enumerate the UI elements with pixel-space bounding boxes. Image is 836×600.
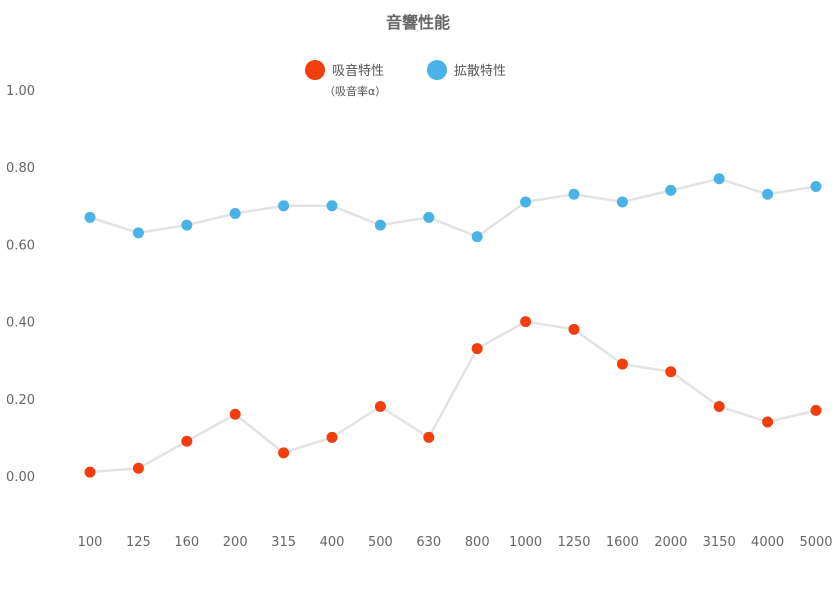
y-tick-label: 0.00 [6, 470, 35, 485]
data-point-diffusion[interactable] [568, 188, 580, 200]
data-point-absorption[interactable] [520, 316, 532, 328]
chart-title: 音響性能 [386, 13, 450, 32]
x-tick-label: 2000 [654, 535, 687, 550]
data-point-absorption[interactable] [810, 404, 822, 416]
data-point-diffusion[interactable] [471, 231, 483, 243]
x-tick-label: 1000 [509, 535, 542, 550]
x-tick-label: 3150 [703, 535, 736, 550]
x-tick-label: 200 [223, 535, 248, 550]
data-point-diffusion[interactable] [423, 211, 435, 223]
data-point-diffusion[interactable] [326, 200, 338, 212]
legend-sublabel-absorption: （吸音率α） [324, 84, 386, 98]
data-point-diffusion[interactable] [616, 196, 628, 208]
y-tick-label: 0.80 [6, 161, 35, 176]
data-point-absorption[interactable] [762, 416, 774, 428]
y-tick-label: 1.00 [6, 84, 35, 99]
data-point-diffusion[interactable] [278, 200, 290, 212]
data-point-absorption[interactable] [471, 343, 483, 355]
data-point-absorption[interactable] [278, 447, 290, 459]
plot-area [84, 173, 822, 478]
y-tick-label: 0.40 [6, 316, 35, 331]
x-tick-label: 500 [368, 535, 393, 550]
x-tick-label: 160 [174, 535, 199, 550]
data-point-diffusion[interactable] [713, 173, 725, 185]
data-point-absorption[interactable] [181, 435, 193, 447]
y-tick-label: 0.20 [6, 393, 35, 408]
x-tick-label: 315 [271, 535, 296, 550]
series-line-diffusion [89, 177, 817, 239]
legend-marker-absorption[interactable] [305, 60, 325, 80]
x-axis: 100 125 160 200 315 400 500 630 800 1000 1250 1600 2… [78, 535, 833, 550]
y-axis: 0.00 0.20 0.40 0.60 0.80 1.00 [6, 84, 35, 485]
data-point-absorption[interactable] [423, 431, 435, 443]
data-point-absorption[interactable] [568, 323, 580, 335]
data-point-diffusion[interactable] [84, 211, 96, 223]
x-tick-label: 1250 [557, 535, 590, 550]
data-point-diffusion[interactable] [374, 219, 386, 231]
x-tick-label: 100 [78, 535, 103, 550]
y-tick-label: 0.60 [6, 238, 35, 253]
data-point-absorption[interactable] [616, 358, 628, 370]
data-point-diffusion[interactable] [762, 188, 774, 200]
data-point-absorption[interactable] [374, 401, 386, 413]
x-tick-label: 800 [465, 535, 490, 550]
data-point-diffusion[interactable] [665, 184, 677, 196]
data-point-diffusion[interactable] [520, 196, 532, 208]
legend-marker-diffusion[interactable] [427, 60, 447, 80]
x-tick-label: 125 [126, 535, 151, 550]
x-tick-label: 1600 [606, 535, 639, 550]
data-point-diffusion[interactable] [810, 181, 822, 192]
data-point-absorption[interactable] [665, 366, 677, 378]
data-point-absorption[interactable] [84, 466, 96, 478]
data-point-absorption[interactable] [713, 401, 725, 413]
data-point-diffusion[interactable] [132, 227, 144, 239]
data-point-absorption[interactable] [132, 462, 144, 474]
x-tick-label: 4000 [751, 535, 784, 550]
legend-label-diffusion[interactable]: 拡散特性 [454, 64, 506, 79]
x-tick-label: 630 [416, 535, 441, 550]
legend-label-absorption[interactable]: 吸音特性 [332, 63, 384, 79]
x-tick-label: 400 [320, 535, 345, 550]
data-point-absorption[interactable] [229, 408, 241, 420]
legend: 吸音特性 （吸音率α） 拡散特性 [305, 60, 506, 98]
data-point-absorption[interactable] [326, 431, 338, 443]
data-point-diffusion[interactable] [181, 219, 193, 231]
x-tick-label: 5000 [799, 535, 832, 550]
series-line-absorption [89, 320, 817, 474]
data-point-diffusion[interactable] [229, 208, 241, 220]
